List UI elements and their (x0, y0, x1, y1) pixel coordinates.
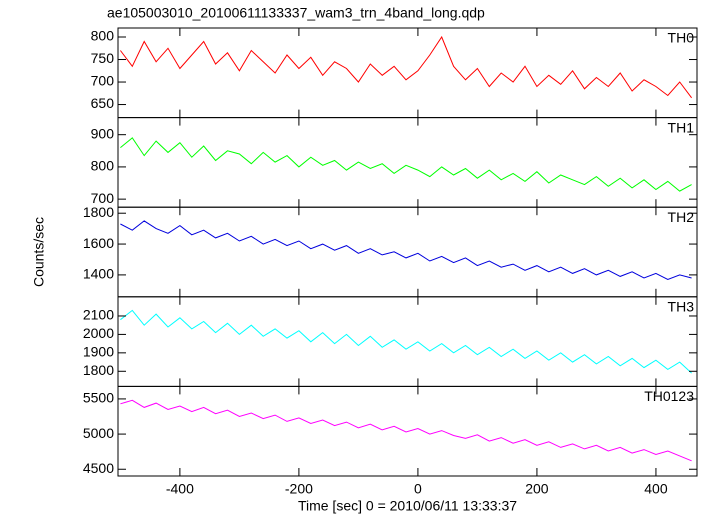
y-tick-label: 2000 (83, 325, 114, 341)
y-tick-label: 700 (91, 73, 115, 89)
y-tick-label: 700 (91, 190, 115, 206)
y-tick-label: 800 (91, 28, 115, 44)
data-line (120, 309, 692, 374)
data-line (120, 399, 692, 462)
y-axis-label: Counts/sec (31, 217, 47, 287)
chart-title: ae105003010_20100611133337_wam3_trn_4ban… (107, 5, 485, 21)
data-line (120, 137, 692, 192)
data-line (120, 220, 692, 281)
y-tick-label: 1600 (83, 235, 114, 251)
y-tick-label: 1800 (83, 362, 114, 378)
x-tick-label: 400 (644, 481, 668, 497)
panel-label: TH3 (668, 299, 695, 315)
panel-label: TH0 (668, 30, 695, 46)
y-tick-label: 4500 (83, 460, 114, 476)
y-tick-label: 750 (91, 50, 115, 66)
y-tick-label: 1900 (83, 344, 114, 360)
y-tick-label: 650 (91, 95, 115, 111)
y-tick-label: 900 (91, 125, 115, 141)
y-tick-label: 5500 (83, 390, 114, 406)
x-tick-label: 200 (525, 481, 549, 497)
y-tick-label: 1800 (83, 204, 114, 220)
x-axis-label: Time [sec] 0 = 2010/06/11 13:33:37 (298, 498, 517, 514)
panel-label: TH2 (668, 209, 695, 225)
x-tick-label: 0 (414, 481, 422, 497)
panel-label: TH1 (668, 119, 695, 135)
panel-frame (117, 385, 698, 477)
data-line (120, 35, 692, 99)
y-tick-label: 800 (91, 158, 115, 174)
x-tick-label: -200 (285, 481, 313, 497)
x-tick-label: -400 (166, 481, 194, 497)
panel-label: TH0123 (644, 388, 694, 404)
y-tick-label: 1400 (83, 266, 114, 282)
y-tick-label: 2100 (83, 307, 114, 323)
y-tick-label: 5000 (83, 425, 114, 441)
